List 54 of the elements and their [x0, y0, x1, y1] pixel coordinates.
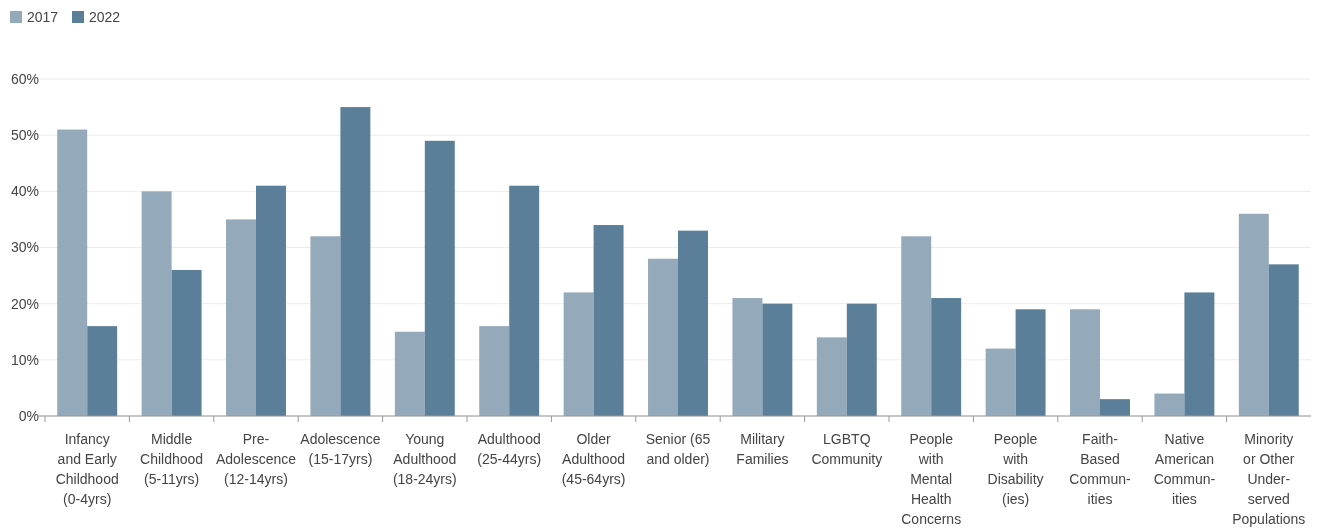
- bar: [1268, 264, 1299, 416]
- x-tick-label: Older Adulthood (45-64yrs): [561, 431, 626, 487]
- y-tick-label: 20%: [10, 295, 39, 312]
- x-tick-label: People with Disability (ies): [987, 431, 1044, 507]
- bar: [1070, 309, 1100, 416]
- legend-label: 2022: [89, 8, 121, 25]
- bar: [732, 298, 763, 416]
- x-tick-label: Native American Commun- ities: [1153, 431, 1216, 507]
- bar: [310, 236, 341, 416]
- bar: [226, 219, 256, 416]
- x-tick-label: Middle Childhood (5-11yrs): [140, 431, 204, 487]
- legend-label: 2017: [27, 8, 59, 25]
- bar: [593, 225, 624, 416]
- bar: [1154, 393, 1185, 416]
- y-tick-label: 10%: [10, 351, 39, 368]
- bar: [563, 292, 594, 416]
- y-tick-label: 0%: [18, 407, 39, 424]
- x-tick-label: Young Adulthood (18-24yrs): [392, 431, 457, 487]
- x-tick-label: Senior (65 and older): [645, 431, 711, 467]
- bar: [141, 191, 172, 416]
- bar: [394, 331, 425, 416]
- y-tick-label: 60%: [10, 70, 39, 87]
- x-tick-label: Adolescence (15-17yrs): [300, 431, 381, 467]
- bar: [509, 185, 540, 416]
- x-tick-label: Infancy and Early Childhood (0-4yrs): [55, 431, 119, 507]
- bar: [1184, 292, 1215, 416]
- bar: [931, 298, 962, 416]
- bar: [678, 230, 708, 416]
- x-tick-label: Military Families: [736, 431, 789, 467]
- y-tick-label: 50%: [10, 127, 39, 144]
- bar: [340, 107, 371, 416]
- bar: [1100, 399, 1130, 416]
- x-tick-label: Adulthood (25-44yrs): [477, 431, 542, 467]
- bar: [846, 303, 877, 416]
- x-tick-label: Pre- Adolescence (12-14yrs): [215, 431, 297, 487]
- bar: [256, 185, 286, 416]
- bar: [57, 129, 88, 416]
- bar: [648, 258, 678, 416]
- bar: [87, 326, 118, 416]
- bar: [816, 337, 847, 416]
- bar: [762, 303, 793, 416]
- y-tick-label: 30%: [10, 239, 39, 256]
- bar: [171, 269, 202, 416]
- x-tick-label: Minority or Other Under- served Populations: [1232, 431, 1306, 527]
- x-tick-label: People with Mental Health Concerns: [901, 431, 962, 527]
- bar: [1238, 213, 1269, 416]
- bar: [901, 236, 932, 416]
- y-tick-label: 40%: [10, 183, 39, 200]
- x-tick-label: Faith- Based Commun- ities: [1069, 431, 1132, 507]
- bar: [985, 348, 1016, 416]
- x-tick-label: LGBTQ Community: [811, 431, 883, 467]
- bar: [424, 140, 455, 416]
- bar: [1015, 309, 1046, 416]
- bar: [479, 326, 510, 416]
